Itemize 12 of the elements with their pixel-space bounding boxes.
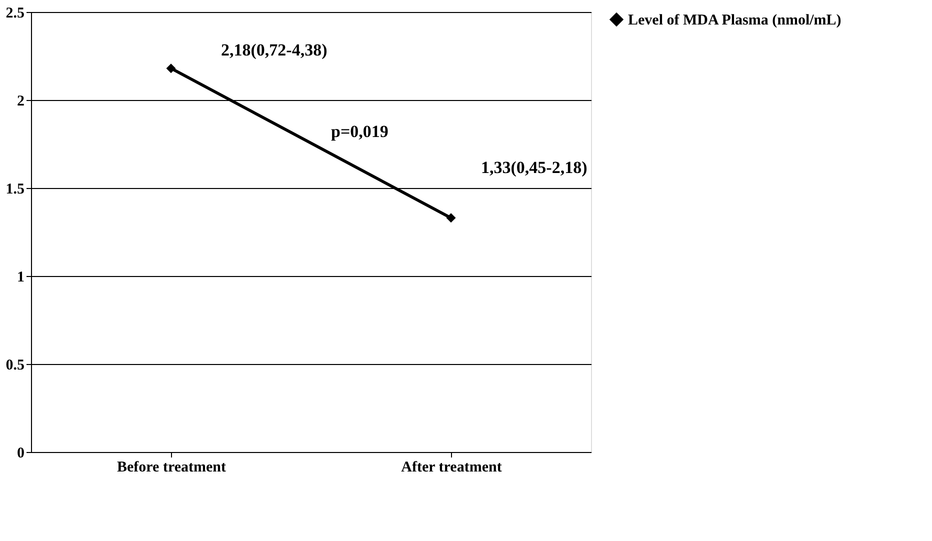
y-tick-label: 1 <box>17 270 24 286</box>
y-tick-label: 2 <box>17 94 24 110</box>
legend-label: Level of MDA Plasma (nmol/mL) <box>628 12 842 28</box>
y-tick-label: 1.5 <box>6 182 24 198</box>
annotation: 2,18(0,72-4,38) <box>221 40 328 60</box>
x-tick-label: Before treatment <box>117 460 226 476</box>
annotation: p=0,019 <box>331 122 388 141</box>
y-tick-label: 2.5 <box>6 6 24 22</box>
x-tick-label: After treatment <box>401 460 502 476</box>
y-tick-label: 0.5 <box>6 358 24 374</box>
annotation: 1,33(0,45-2,18) <box>481 158 588 177</box>
y-tick-label: 0 <box>17 446 24 462</box>
